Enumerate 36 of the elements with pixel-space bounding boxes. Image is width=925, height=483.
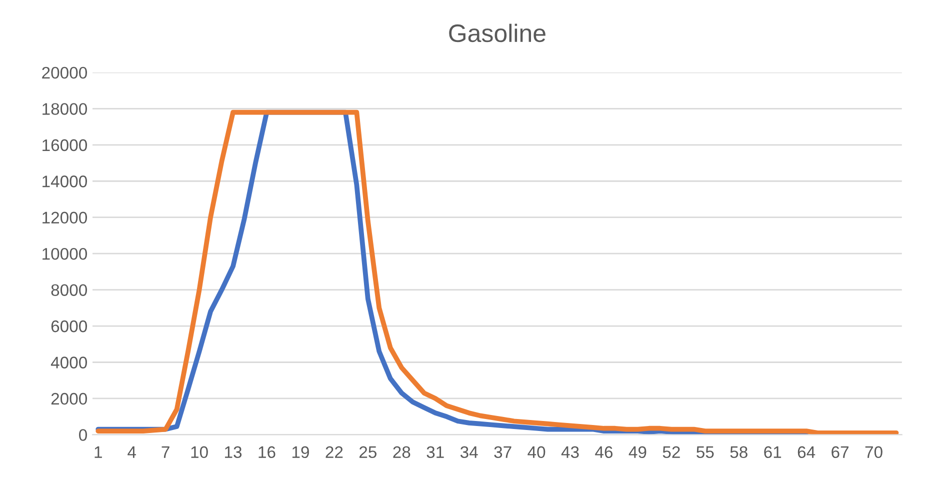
x-tick-label: 13 [225, 446, 242, 458]
x-tick-label: 58 [730, 446, 748, 458]
y-tick-label: 6000 [51, 320, 87, 332]
x-tick-label: 64 [798, 446, 816, 458]
x-tick-label: 46 [595, 446, 613, 458]
y-tick-label: 12000 [42, 212, 87, 224]
x-tick-label: 4 [128, 446, 136, 458]
y-tick-label: 16000 [42, 139, 87, 152]
x-tick-label: 34 [460, 446, 478, 458]
x-tick-label: 43 [561, 446, 579, 458]
chart-title: Gasoline [449, 24, 546, 42]
x-tick-label: 49 [628, 446, 646, 458]
y-tick-label: 18000 [42, 103, 87, 115]
x-tick-label: 61 [764, 446, 782, 458]
x-tick-label: 40 [528, 446, 546, 458]
x-tick-label: 19 [292, 446, 309, 458]
x-tick-label: 52 [662, 446, 680, 458]
y-tick-label: 2000 [51, 392, 87, 405]
x-tick-label: 67 [832, 446, 848, 458]
y-tick-label: 10000 [42, 248, 87, 260]
x-tick-label: 28 [393, 446, 410, 458]
x-tick-label: 25 [359, 446, 376, 458]
x-tick-label: 16 [258, 446, 276, 458]
x-tick-label: 70 [865, 446, 882, 458]
x-tick-label: 10 [191, 446, 208, 458]
y-tick-label: 14000 [42, 176, 87, 188]
x-tick-label: 22 [326, 446, 343, 458]
x-tick-label: 55 [696, 446, 714, 458]
y-tick-label: 0 [79, 429, 87, 441]
x-tick-label: 31 [426, 446, 444, 458]
y-tick-label: 20000 [42, 66, 87, 79]
x-tick-label: 37 [494, 446, 512, 458]
x-tick-label: 1 [94, 446, 102, 458]
y-tick-label: 4000 [50, 356, 87, 368]
y-tick-label: 8000 [51, 284, 87, 296]
x-tick-label: 7 [162, 446, 170, 458]
